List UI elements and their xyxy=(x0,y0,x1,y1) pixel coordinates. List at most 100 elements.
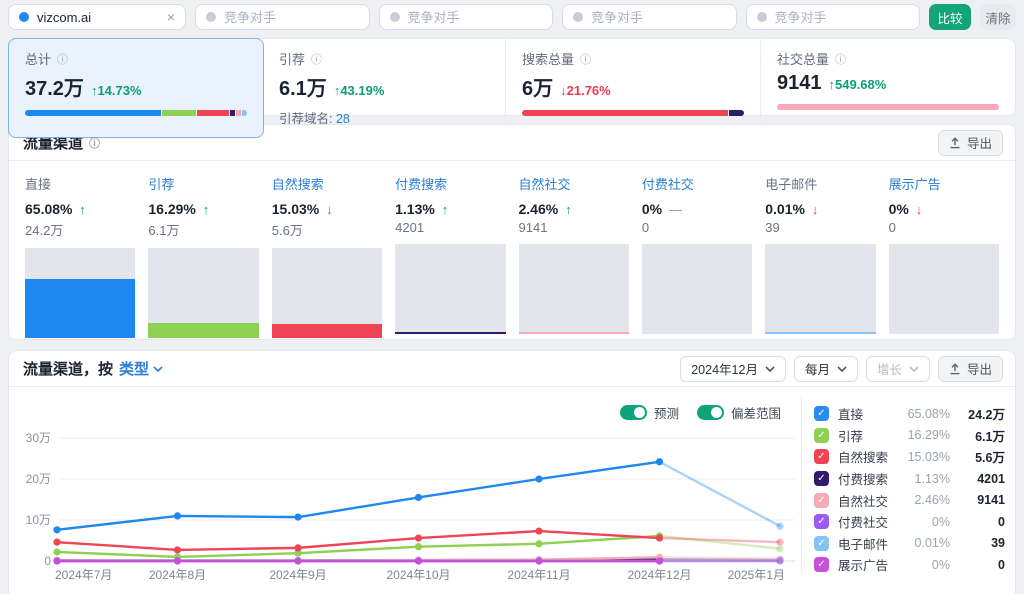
competitor-bullet-icon xyxy=(206,12,216,22)
export-icon xyxy=(950,362,960,374)
legend-checkbox-icon[interactable]: ✓ xyxy=(814,535,829,551)
channel-column: 直接 65.08% ↑ 24.2万 xyxy=(25,174,136,338)
legend-value: 39 xyxy=(991,536,1005,551)
channel-label[interactable]: 自然搜索 xyxy=(271,177,324,192)
compare-button[interactable]: 比较 xyxy=(929,4,971,30)
channel-column: 付费搜索 1.13% ↑ 4201 xyxy=(395,174,506,338)
referring-domains-label: 引荐域名: xyxy=(279,112,333,126)
channel-label[interactable]: 直接 xyxy=(25,177,52,192)
change-badge: ↑14.73% xyxy=(90,83,142,98)
competitor-field-1[interactable] xyxy=(195,4,370,30)
channel-column: 电子邮件 0.01% ↓ 39 xyxy=(765,174,876,338)
toggle-switch-icon[interactable] xyxy=(619,405,647,420)
close-icon[interactable]: × xyxy=(166,9,175,25)
competitor-input[interactable] xyxy=(407,9,542,25)
channel-mini-chart[interactable] xyxy=(25,248,136,338)
channel-bar-fill xyxy=(395,332,506,334)
channel-mini-chart[interactable] xyxy=(765,244,876,334)
legend-percent: 0.01% xyxy=(914,536,950,551)
channel-bar-fill xyxy=(765,332,876,334)
legend-item[interactable]: ✓ 自然社交 2.46% 9141 xyxy=(814,489,1005,511)
info-icon: ⓘ xyxy=(311,53,323,66)
chevron-down-icon xyxy=(909,365,919,372)
growth-dropdown[interactable]: 增长 xyxy=(865,355,930,382)
legend-checkbox-icon[interactable]: ✓ xyxy=(814,449,829,465)
date-range-dropdown[interactable]: 2024年12月 xyxy=(680,355,786,382)
svg-text:2024年10月: 2024年10月 xyxy=(386,568,450,582)
legend-checkbox-icon[interactable]: ✓ xyxy=(814,471,829,487)
channel-mini-chart[interactable] xyxy=(888,244,999,334)
legend-item[interactable]: ✓ 付费搜索 1.13% 4201 xyxy=(814,468,1005,490)
forecast-toggle[interactable]: 预测 xyxy=(619,403,679,422)
channel-bar-fill xyxy=(518,331,629,334)
toggle-switch-icon[interactable] xyxy=(696,405,724,420)
summary-card-total[interactable]: 总计 ⓘ 37.2万 ↑14.73% xyxy=(8,38,264,138)
channel-percent: 1.13% xyxy=(395,201,439,217)
channel-label[interactable]: 展示广告 xyxy=(888,177,941,192)
competitor-field-2[interactable] xyxy=(378,4,553,30)
channel-column: 自然搜索 15.03% ↓ 5.6万 xyxy=(271,174,383,338)
channel-label[interactable]: 电子邮件 xyxy=(765,177,818,192)
channel-label[interactable]: 付费搜索 xyxy=(395,177,448,192)
channel-label[interactable]: 付费社交 xyxy=(641,177,694,192)
channel-percent: 0% xyxy=(888,201,913,217)
channel-column: 自然社交 2.46% ↑ 9141 xyxy=(518,174,629,338)
channel-column: 展示广告 0% ↓ 0 xyxy=(888,174,999,338)
export-icon xyxy=(950,136,960,148)
legend-percent: 0% xyxy=(931,557,950,572)
section-title: 流量渠道，按 xyxy=(23,361,114,378)
legend-value: 4201 xyxy=(977,471,1005,486)
summary-card-social[interactable]: 社交总量 ⓘ 9141 ↑549.68% xyxy=(761,39,1015,137)
legend-item[interactable]: ✓ 直接 65.08% 24.2万 xyxy=(814,403,1005,425)
competitor-input[interactable] xyxy=(774,9,909,25)
channel-label[interactable]: 引荐 xyxy=(148,177,175,192)
legend-item[interactable]: ✓ 电子邮件 0.01% 39 xyxy=(814,533,1005,555)
trend-chart[interactable]: 0 10万 20万 30万 2024年7月 2024年8月 2024年9月 2024年10月 2… xyxy=(11,421,806,594)
summary-card-search[interactable]: 搜索总量 ⓘ 6万 ↓21.76% xyxy=(506,39,761,137)
channel-column: 引荐 16.29% ↑ 6.1万 xyxy=(148,174,259,338)
competitor-input[interactable] xyxy=(591,9,726,25)
granularity-dropdown[interactable]: 每月 xyxy=(793,355,858,382)
legend-label: 引荐 xyxy=(838,429,864,444)
svg-text:2024年12月: 2024年12月 xyxy=(627,568,691,582)
legend-item[interactable]: ✓ 引荐 16.29% 6.1万 xyxy=(814,425,1005,447)
channel-mini-chart[interactable] xyxy=(148,248,259,338)
legend-checkbox-icon[interactable]: ✓ xyxy=(814,514,829,530)
deviation-range-toggle[interactable]: 偏差范围 xyxy=(696,403,781,422)
legend-value: 9141 xyxy=(977,493,1005,508)
channel-value: 6.1万 xyxy=(148,223,180,238)
type-selector[interactable]: 类型 xyxy=(119,358,163,379)
legend-item[interactable]: ✓ 展示广告 0% 0 xyxy=(814,554,1005,576)
legend-percent: 15.03% xyxy=(907,449,950,464)
legend-percent: 1.13% xyxy=(914,471,950,486)
legend-checkbox-icon[interactable]: ✓ xyxy=(814,427,829,443)
legend-item[interactable]: ✓ 自然搜索 15.03% 5.6万 xyxy=(814,446,1005,468)
channel-mini-chart[interactable] xyxy=(641,244,753,334)
export-button[interactable]: 导出 xyxy=(937,129,1003,156)
summary-card-referrals[interactable]: 引荐 ⓘ 6.1万 ↑43.19% 引荐域名: 28 xyxy=(263,39,506,137)
channel-column: 付费社交 0% — 0 xyxy=(641,174,753,338)
competitor-field-3[interactable] xyxy=(562,4,737,30)
channel-label[interactable]: 自然社交 xyxy=(518,177,571,192)
channel-mini-chart[interactable] xyxy=(271,248,383,338)
export-button[interactable]: 导出 xyxy=(937,355,1003,382)
legend-checkbox-icon[interactable]: ✓ xyxy=(814,492,829,508)
trend-arrow-icon: ↑ xyxy=(79,202,86,217)
channel-percent: 65.08% xyxy=(25,201,77,217)
svg-text:0: 0 xyxy=(44,554,51,568)
change-badge: ↓21.76% xyxy=(560,83,611,98)
channel-mini-chart[interactable] xyxy=(518,244,629,334)
clear-button[interactable]: 清除 xyxy=(980,4,1016,30)
legend-value: 0 xyxy=(998,514,1005,529)
legend-item[interactable]: ✓ 付费社交 0% 0 xyxy=(814,511,1005,533)
svg-text:2024年8月: 2024年8月 xyxy=(149,568,206,582)
channel-mini-chart[interactable] xyxy=(395,244,506,334)
referring-domains-value[interactable]: 28 xyxy=(335,112,350,126)
competitor-input[interactable] xyxy=(224,9,359,25)
main-domain-field[interactable]: vizcom.ai × xyxy=(8,4,186,30)
competitor-field-4[interactable] xyxy=(745,4,920,30)
legend-checkbox-icon[interactable]: ✓ xyxy=(814,406,829,422)
legend-checkbox-icon[interactable]: ✓ xyxy=(814,557,829,573)
channel-value: 9141 xyxy=(518,220,548,235)
section-title: 流量渠道 xyxy=(23,135,84,152)
